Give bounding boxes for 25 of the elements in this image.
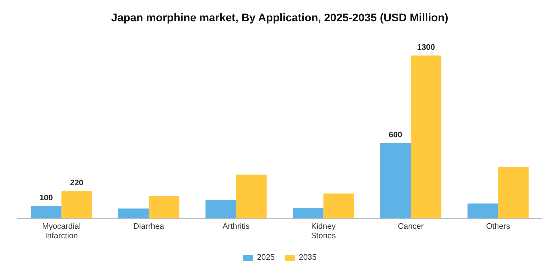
bar [206,200,236,219]
legend-label: 2035 [299,253,318,262]
bar [118,208,149,219]
x-tick-label: Myocardial Infarction [42,222,82,240]
bar [149,196,180,219]
bar [380,144,411,219]
x-tick-label: Kidney Stones [311,222,336,240]
data-label: 220 [70,178,84,188]
bar [468,204,498,219]
data-label: 1300 [417,42,436,52]
data-label: 600 [389,130,403,140]
chart-title: Japan morphine market, By Application, 2025-2035 (USD Million) [111,12,449,25]
data-label: 100 [40,193,54,202]
bar [62,191,92,219]
x-tick-label: Others [486,222,510,231]
x-tick-label: Diarrhea [134,222,165,231]
bar [498,167,529,219]
bar [31,206,62,219]
x-tick-label: Arthritis [222,222,250,231]
bar [324,194,354,219]
bar [236,174,267,219]
bar [293,208,324,219]
bar [411,56,442,219]
legend-label: 2025 [257,253,276,262]
x-tick-label: Cancer [398,222,424,231]
